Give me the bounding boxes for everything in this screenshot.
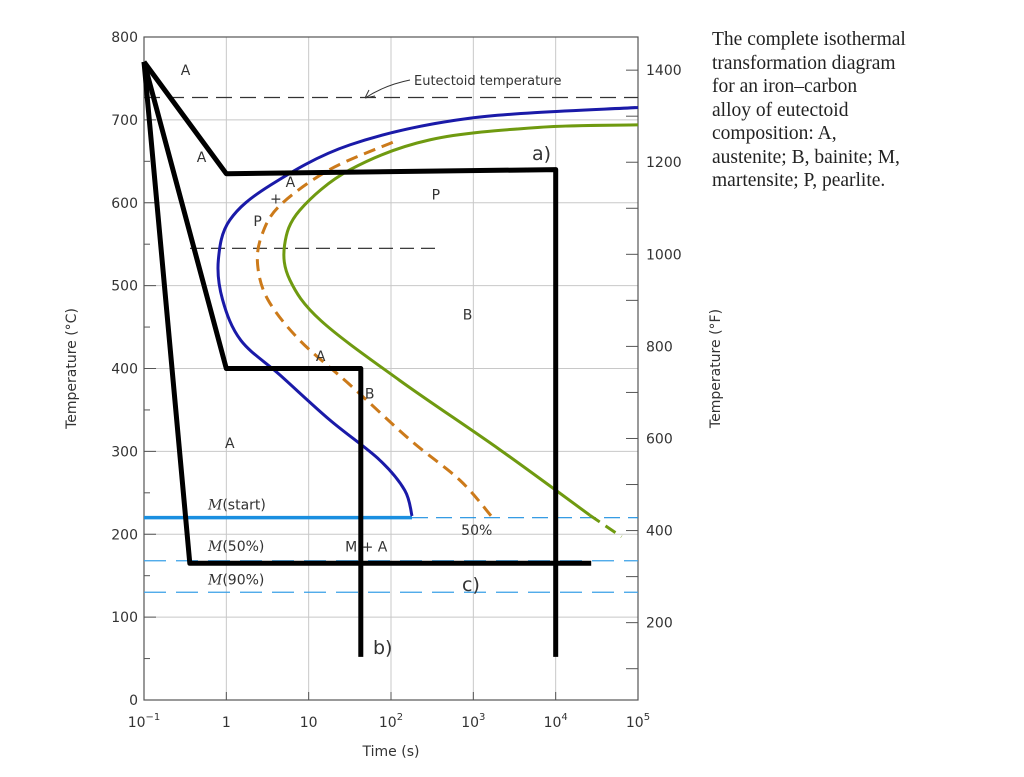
caption-line: austenite; B, bainite; M, [712,146,900,168]
y-tick-label: 100 [111,610,138,626]
region-label: A [197,150,207,166]
region-label: A [181,63,191,79]
martensite-label: M(50%) [207,539,264,555]
x-axis-label: Time (s) [362,744,420,760]
y-tick-label: 600 [111,196,138,212]
figure-caption: The complete isothermal transformation d… [712,28,1012,193]
region-label: B [365,386,375,402]
caption-line: composition: A, [712,123,837,144]
x-tick-label: 103 [461,712,485,731]
y-right-tick-label: 800 [646,339,673,355]
region-label: P [432,187,440,203]
region-label: A [286,175,296,191]
region-label: B [463,308,473,324]
cooling-path-b [141,61,364,657]
y-tick-label: 700 [111,113,138,129]
transformation-curve-start [216,105,639,517]
y-right-tick-label: 400 [646,524,673,540]
caption-line: alloy of eutectoid [712,99,849,121]
y-axis-label: Temperature (°C) [64,308,80,430]
y-right-tick-label: 1200 [646,155,682,171]
x-tick-label: 10 [300,715,318,731]
y-right-axis-label: Temperature (°F) [708,309,724,429]
transformation-curve-end-dashed [588,513,623,538]
x-tick-label: 104 [544,712,568,731]
x-tick-label: 102 [379,712,403,731]
y-tick-label: 500 [111,279,138,295]
y-tick-label: 400 [111,362,138,378]
region-label: A [225,436,235,452]
cooling-path-c [141,61,592,566]
cooling-path-label: c) [462,574,480,596]
martensite-label: M(start) [207,498,266,514]
caption-line: The complete isothermal [712,29,906,50]
x-tick-label: 10−1 [128,712,161,731]
y-right-tick-label: 1000 [646,247,682,263]
caption-line: transformation diagram [712,52,896,74]
transformation-curve-50pct [255,140,493,518]
y-right-tick-label: 600 [646,431,673,447]
region-label: 50% [461,523,492,539]
y-right-tick-label: 200 [646,616,673,632]
x-tick-label: 1 [222,715,231,731]
caption-line: for an iron–carbon [712,76,858,97]
cooling-path-a [141,60,559,657]
cooling-path-label: a) [532,143,551,165]
eutectoid-arrow-icon [364,79,411,99]
y-tick-label: 0 [129,693,138,709]
x-tick-label: 105 [626,712,650,731]
transformation-curve-end [282,123,639,517]
y-tick-label: 200 [111,527,138,543]
eutectoid-temperature-label: Eutectoid temperature [414,74,561,89]
region-label: M + A [345,540,388,556]
cooling-path-label: b) [373,637,392,659]
y-right-tick-label: 1400 [646,63,682,79]
region-label: + [270,192,282,208]
region-label: P [253,214,261,230]
martensite-label: M(90%) [207,572,264,588]
caption-line: martensite; P, pearlite. [712,170,886,191]
region-label: A [316,349,326,365]
y-tick-label: 300 [111,444,138,460]
y-tick-label: 800 [111,30,138,46]
